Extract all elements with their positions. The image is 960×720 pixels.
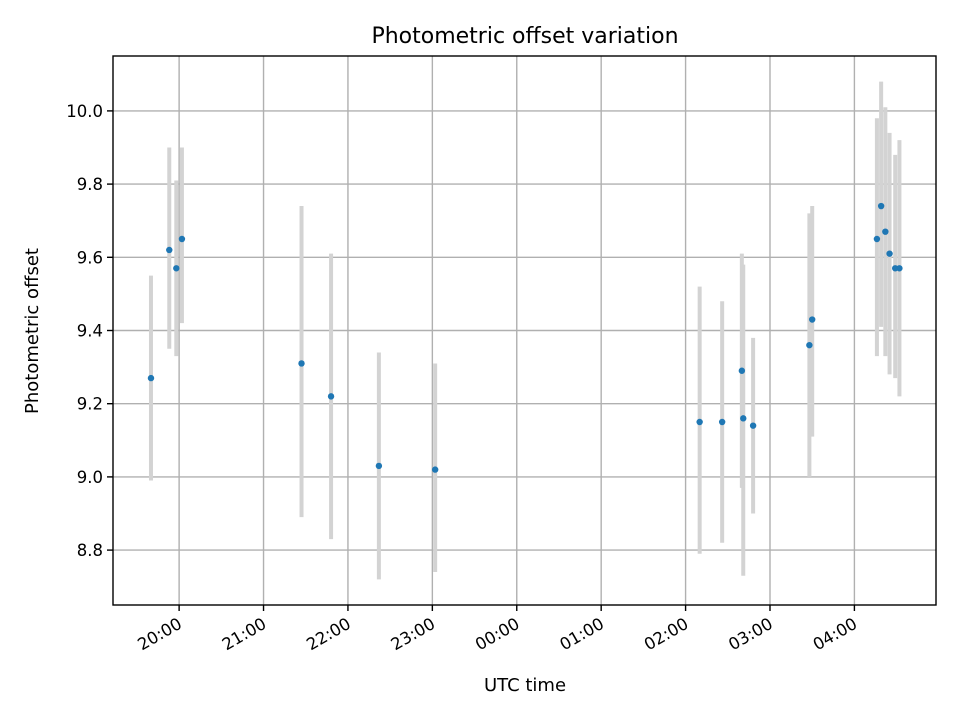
x-tick-label: 02:00 <box>641 614 692 654</box>
data-point <box>886 250 893 257</box>
data-point <box>738 367 746 374</box>
y-axis-label: Photometric offset <box>22 248 43 414</box>
y-tick-label: 9.4 <box>77 322 103 341</box>
data-point <box>375 462 383 470</box>
x-tick-label: 21:00 <box>219 614 270 654</box>
y-tick-label: 9.8 <box>77 175 103 194</box>
data-point <box>178 235 186 243</box>
data-point <box>166 246 173 254</box>
x-axis: 20:00 21:00 22:00 23:00 00:00 01:00 02:00 03:00… <box>134 605 860 654</box>
x-tick-label: 04:00 <box>810 614 861 654</box>
chart-title: Photometric offset variation <box>371 24 678 49</box>
x-tick-label: 22:00 <box>303 614 354 654</box>
data-point <box>696 418 703 426</box>
x-tick-label: 03:00 <box>725 614 776 654</box>
x-tick-label: 00:00 <box>472 614 523 654</box>
grid-lines <box>113 56 936 605</box>
y-tick-label: 9.0 <box>77 468 103 487</box>
data-point <box>896 265 903 272</box>
x-tick-label: 01:00 <box>556 614 607 654</box>
data-points <box>147 202 903 473</box>
x-tick-label: 23:00 <box>388 614 439 654</box>
y-tick-label: 8.8 <box>77 541 103 560</box>
data-point <box>718 418 726 426</box>
y-tick-label: 9.2 <box>77 395 103 414</box>
data-point <box>298 360 305 367</box>
x-tick-label: 20:00 <box>134 614 185 654</box>
data-point <box>877 202 885 210</box>
data-point <box>740 415 747 422</box>
data-point <box>173 265 180 272</box>
y-tick-label: 9.6 <box>77 248 103 267</box>
data-point <box>806 341 813 349</box>
data-point <box>431 466 439 473</box>
data-point <box>808 316 816 323</box>
data-point <box>147 374 155 382</box>
x-axis-label: UTC time <box>484 675 566 696</box>
data-point <box>882 228 889 235</box>
data-point <box>327 393 335 400</box>
y-tick-label: 10.0 <box>66 102 103 121</box>
data-point <box>873 235 881 243</box>
y-axis: 8.8 9.0 9.2 9.4 9.6 9.8 10.0 <box>66 102 113 560</box>
data-point <box>749 422 757 429</box>
